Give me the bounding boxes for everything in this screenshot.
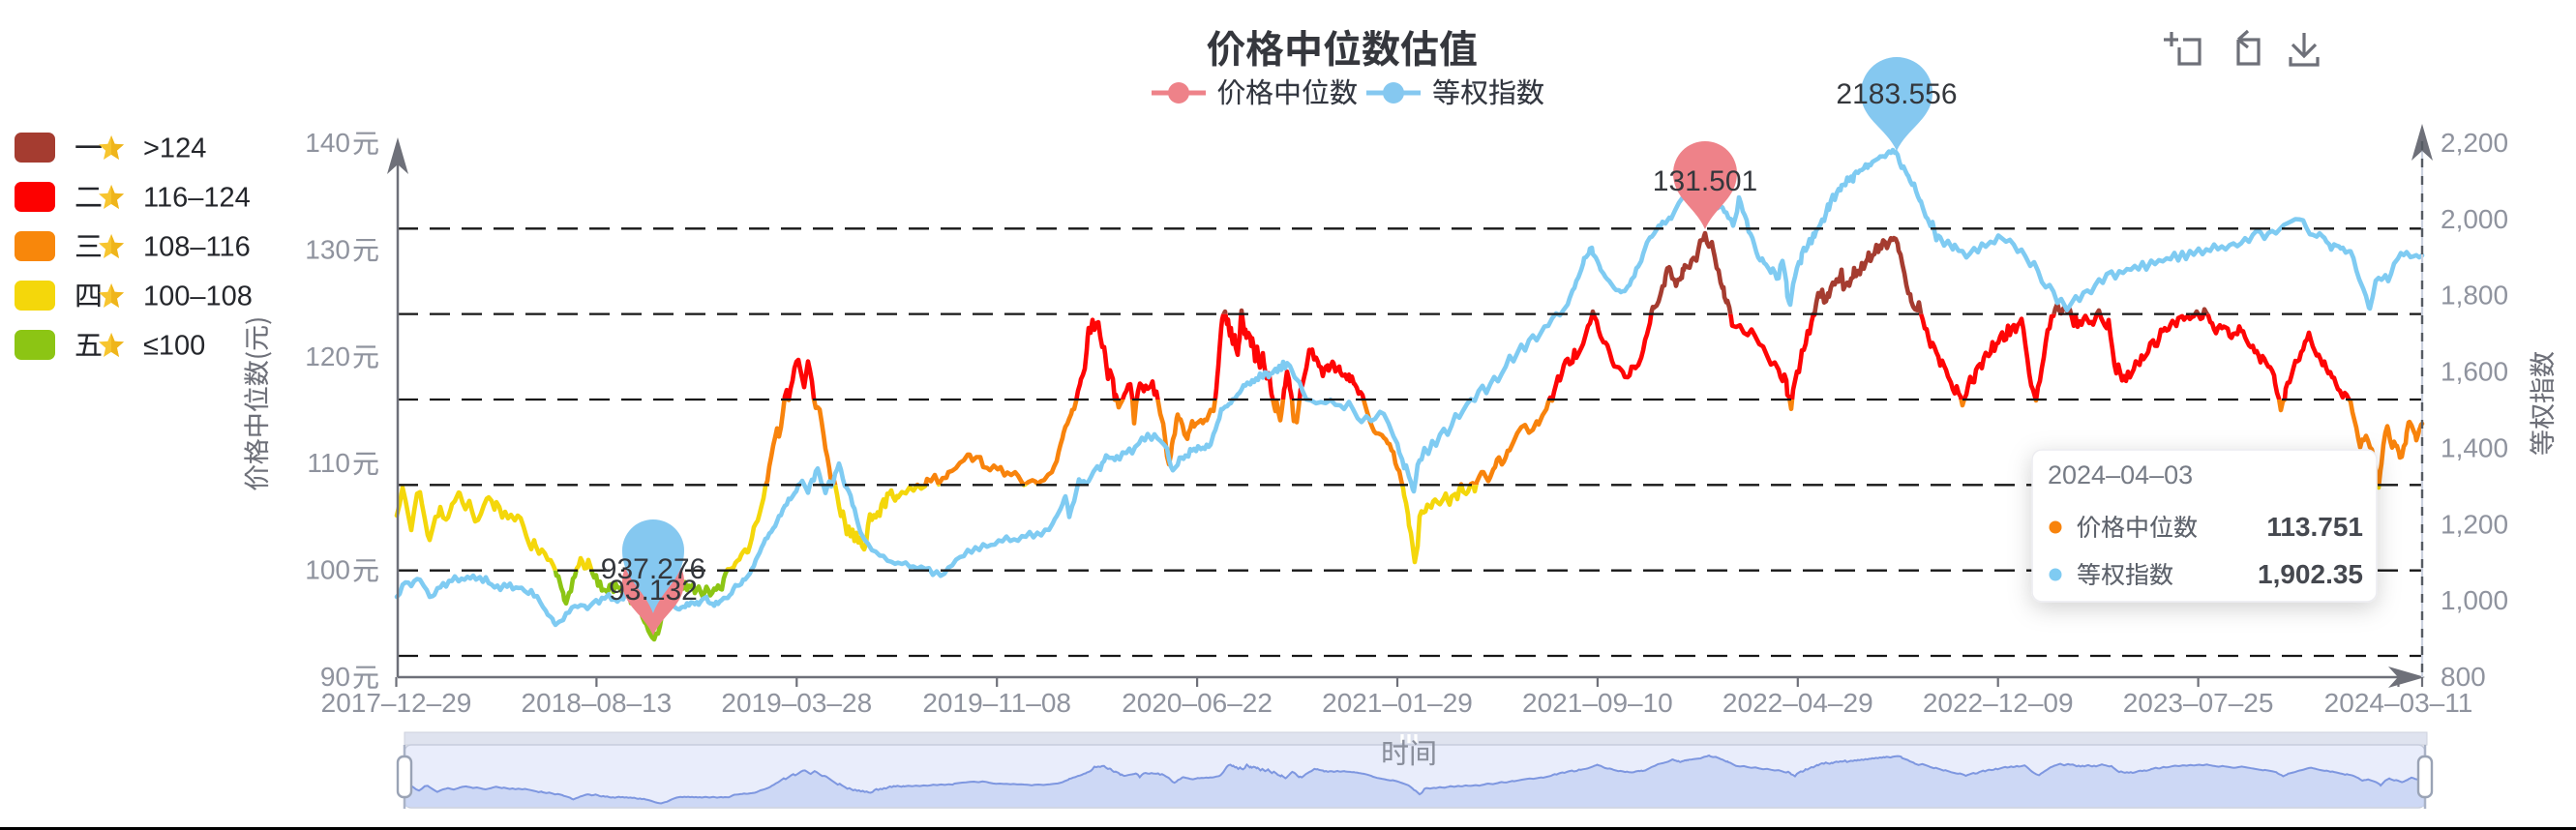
- svg-text:1,400: 1,400: [2441, 432, 2508, 462]
- svg-text:2023–07–25: 2023–07–25: [2123, 688, 2274, 718]
- svg-text:2021–09–10: 2021–09–10: [1522, 688, 1673, 718]
- svg-text:100–108: 100–108: [143, 282, 253, 312]
- svg-text:131.501: 131.501: [1653, 165, 1757, 197]
- svg-text:116–124: 116–124: [143, 183, 251, 214]
- svg-text:108–116: 108–116: [143, 232, 251, 263]
- svg-text:2,000: 2,000: [2441, 204, 2508, 234]
- svg-text:1,902.35: 1,902.35: [2258, 559, 2363, 589]
- svg-text:1,200: 1,200: [2441, 509, 2508, 539]
- svg-text:2021–01–29: 2021–01–29: [1322, 688, 1473, 718]
- svg-text:≤100: ≤100: [143, 331, 205, 362]
- svg-text:2020–06–22: 2020–06–22: [1122, 688, 1273, 718]
- svg-text:2018–08–13: 2018–08–13: [522, 688, 673, 718]
- svg-text:800: 800: [2441, 662, 2486, 692]
- svg-text:2183.556: 2183.556: [1836, 78, 1957, 110]
- svg-text:140: 140: [305, 128, 350, 158]
- svg-text:90: 90: [320, 662, 350, 692]
- svg-text:113.751: 113.751: [2266, 512, 2363, 542]
- svg-text:120: 120: [305, 341, 350, 371]
- svg-text:2019–11–08: 2019–11–08: [922, 688, 1071, 718]
- svg-text:>124: >124: [143, 133, 206, 164]
- svg-text:2,200: 2,200: [2441, 128, 2508, 158]
- svg-text:130: 130: [305, 234, 350, 264]
- svg-text:937.276: 937.276: [601, 553, 705, 585]
- svg-text:2017–12–29: 2017–12–29: [321, 688, 472, 718]
- svg-text:2022–04–29: 2022–04–29: [1722, 688, 1873, 718]
- svg-text:93.132: 93.132: [609, 575, 698, 607]
- svg-text:2022–12–09: 2022–12–09: [1923, 688, 2074, 718]
- svg-text:1,600: 1,600: [2441, 357, 2508, 387]
- svg-text:100: 100: [305, 555, 350, 585]
- svg-text:1,000: 1,000: [2441, 585, 2508, 615]
- svg-text:2019–03–28: 2019–03–28: [721, 688, 872, 718]
- svg-text:1,800: 1,800: [2441, 281, 2508, 311]
- svg-text:2024–03–11: 2024–03–11: [2324, 688, 2473, 718]
- svg-text:2024–04–03: 2024–04–03: [2048, 460, 2193, 489]
- svg-text:110: 110: [307, 448, 350, 478]
